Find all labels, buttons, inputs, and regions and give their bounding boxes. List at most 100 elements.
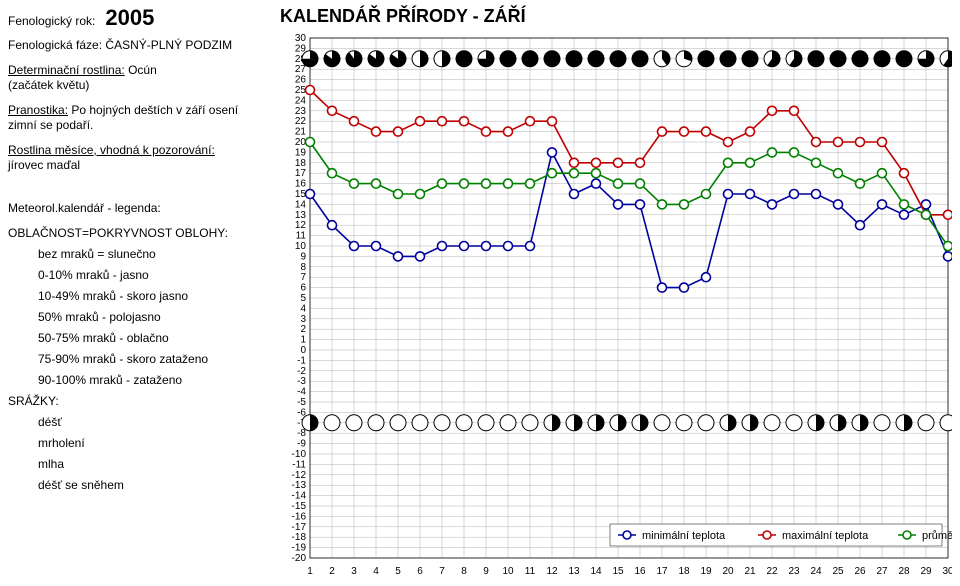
svg-text:11: 11	[525, 566, 536, 577]
svg-text:27: 27	[876, 566, 888, 577]
svg-text:24: 24	[810, 566, 822, 577]
svg-text:8: 8	[300, 262, 306, 273]
svg-text:10: 10	[502, 566, 514, 577]
svg-text:25: 25	[832, 566, 844, 577]
svg-text:-3: -3	[297, 376, 306, 387]
rain-item: déšť	[38, 415, 258, 430]
phase-value: ČASNÝ-PLNÝ PODZIM	[105, 38, 232, 52]
svg-text:10: 10	[295, 241, 307, 252]
svg-text:18: 18	[295, 158, 307, 169]
cloud-legend-list: bez mraků = slunečno 0-10% mraků - jasno…	[8, 247, 258, 388]
rain-item: déšť se sněhem	[38, 478, 258, 493]
month-plant-label: Rostlina měsíce, vhodná k pozorování:	[8, 143, 215, 157]
svg-text:-19: -19	[292, 543, 307, 554]
month-plant-value: jírovec maďal	[8, 158, 80, 172]
svg-text:21: 21	[295, 127, 307, 138]
svg-text:-9: -9	[297, 439, 306, 450]
rain-heading: SRÁŽKY:	[8, 394, 258, 409]
plant-note: (začátek květu)	[8, 78, 89, 92]
svg-text:19: 19	[295, 147, 307, 158]
temperature-chart: -20-19-18-17-16-15-14-13-12-11-10-9-8-7-…	[280, 34, 952, 580]
svg-text:-10: -10	[292, 449, 307, 460]
svg-text:8: 8	[461, 566, 467, 577]
svg-text:5: 5	[395, 566, 401, 577]
svg-text:-4: -4	[297, 387, 306, 398]
rain-legend-list: déšť mrholení mlha déšť se sněhem	[8, 415, 258, 493]
svg-text:26: 26	[854, 566, 866, 577]
svg-text:1: 1	[300, 335, 306, 346]
svg-text:13: 13	[295, 210, 307, 221]
year-value: 2005	[105, 5, 154, 30]
svg-text:7: 7	[300, 272, 306, 283]
cloud-item: 10-49% mraků - skoro jasno	[38, 289, 258, 304]
svg-text:6: 6	[300, 283, 306, 294]
svg-text:-16: -16	[292, 511, 307, 522]
svg-text:22: 22	[766, 566, 778, 577]
phase-label: Fenologická fáze:	[8, 38, 102, 52]
svg-text:4: 4	[300, 303, 306, 314]
cloud-item: 50% mraků - polojasno	[38, 310, 258, 325]
cloud-item: 0-10% mraků - jasno	[38, 268, 258, 283]
cloud-item: 75-90% mraků - skoro zataženo	[38, 352, 258, 367]
svg-text:-11: -11	[292, 459, 306, 470]
svg-text:-15: -15	[292, 501, 307, 512]
svg-text:2: 2	[329, 566, 335, 577]
svg-text:16: 16	[634, 566, 646, 577]
rain-item: mlha	[38, 457, 258, 472]
svg-text:5: 5	[300, 293, 306, 304]
legend-heading: Meteorol.kalendář - legenda:	[8, 201, 258, 216]
svg-text:22: 22	[295, 116, 307, 127]
svg-text:12: 12	[295, 220, 307, 231]
svg-text:26: 26	[295, 75, 307, 86]
plant-value: Ocún	[128, 63, 157, 77]
svg-text:12: 12	[546, 566, 558, 577]
svg-text:-18: -18	[292, 532, 307, 543]
svg-text:21: 21	[744, 566, 756, 577]
cloud-item: 50-75% mraků - oblačno	[38, 331, 258, 346]
svg-text:3: 3	[351, 566, 357, 577]
svg-text:30: 30	[295, 34, 307, 44]
cloud-item: bez mraků = slunečno	[38, 247, 258, 262]
svg-text:7: 7	[439, 566, 445, 577]
svg-text:16: 16	[295, 179, 307, 190]
svg-text:30: 30	[942, 566, 952, 577]
svg-text:maximální teplota: maximální teplota	[782, 530, 869, 542]
svg-text:27: 27	[295, 64, 307, 75]
svg-text:3: 3	[300, 314, 306, 325]
svg-text:19: 19	[700, 566, 712, 577]
rain-item: mrholení	[38, 436, 258, 451]
cloud-heading: OBLAČNOST=POKRYVNOST OBLOHY:	[8, 226, 258, 241]
svg-text:-14: -14	[292, 491, 307, 502]
svg-text:23: 23	[788, 566, 800, 577]
side-panel: Fenologický rok: 2005 Fenologická fáze: …	[8, 4, 258, 499]
svg-text:24: 24	[295, 95, 307, 106]
svg-text:4: 4	[373, 566, 379, 577]
svg-text:14: 14	[295, 199, 307, 210]
svg-text:-2: -2	[297, 366, 306, 377]
pranostika-label: Pranostika:	[8, 103, 68, 117]
svg-text:2: 2	[300, 324, 306, 335]
plant-label: Determinační rostlina:	[8, 63, 125, 77]
svg-text:25: 25	[295, 85, 307, 96]
chart-title: KALENDÁŘ PŘÍRODY - ZÁŘÍ	[280, 6, 526, 27]
svg-text:13: 13	[568, 566, 580, 577]
svg-text:20: 20	[295, 137, 307, 148]
svg-text:15: 15	[295, 189, 307, 200]
svg-text:15: 15	[612, 566, 624, 577]
year-label: Fenologický rok:	[8, 14, 95, 28]
svg-text:14: 14	[590, 566, 602, 577]
svg-text:0: 0	[300, 345, 306, 356]
svg-text:23: 23	[295, 106, 307, 117]
svg-text:-20: -20	[292, 553, 307, 564]
cloud-item: 90-100% mraků - zataženo	[38, 373, 258, 388]
svg-text:-17: -17	[292, 522, 307, 533]
svg-text:-13: -13	[292, 480, 307, 491]
svg-text:1: 1	[307, 566, 313, 577]
svg-text:29: 29	[920, 566, 932, 577]
svg-text:minimální teplota: minimální teplota	[642, 530, 726, 542]
svg-text:17: 17	[656, 566, 668, 577]
svg-text:9: 9	[483, 566, 489, 577]
svg-text:6: 6	[417, 566, 423, 577]
svg-text:20: 20	[722, 566, 734, 577]
svg-text:-1: -1	[297, 355, 306, 366]
